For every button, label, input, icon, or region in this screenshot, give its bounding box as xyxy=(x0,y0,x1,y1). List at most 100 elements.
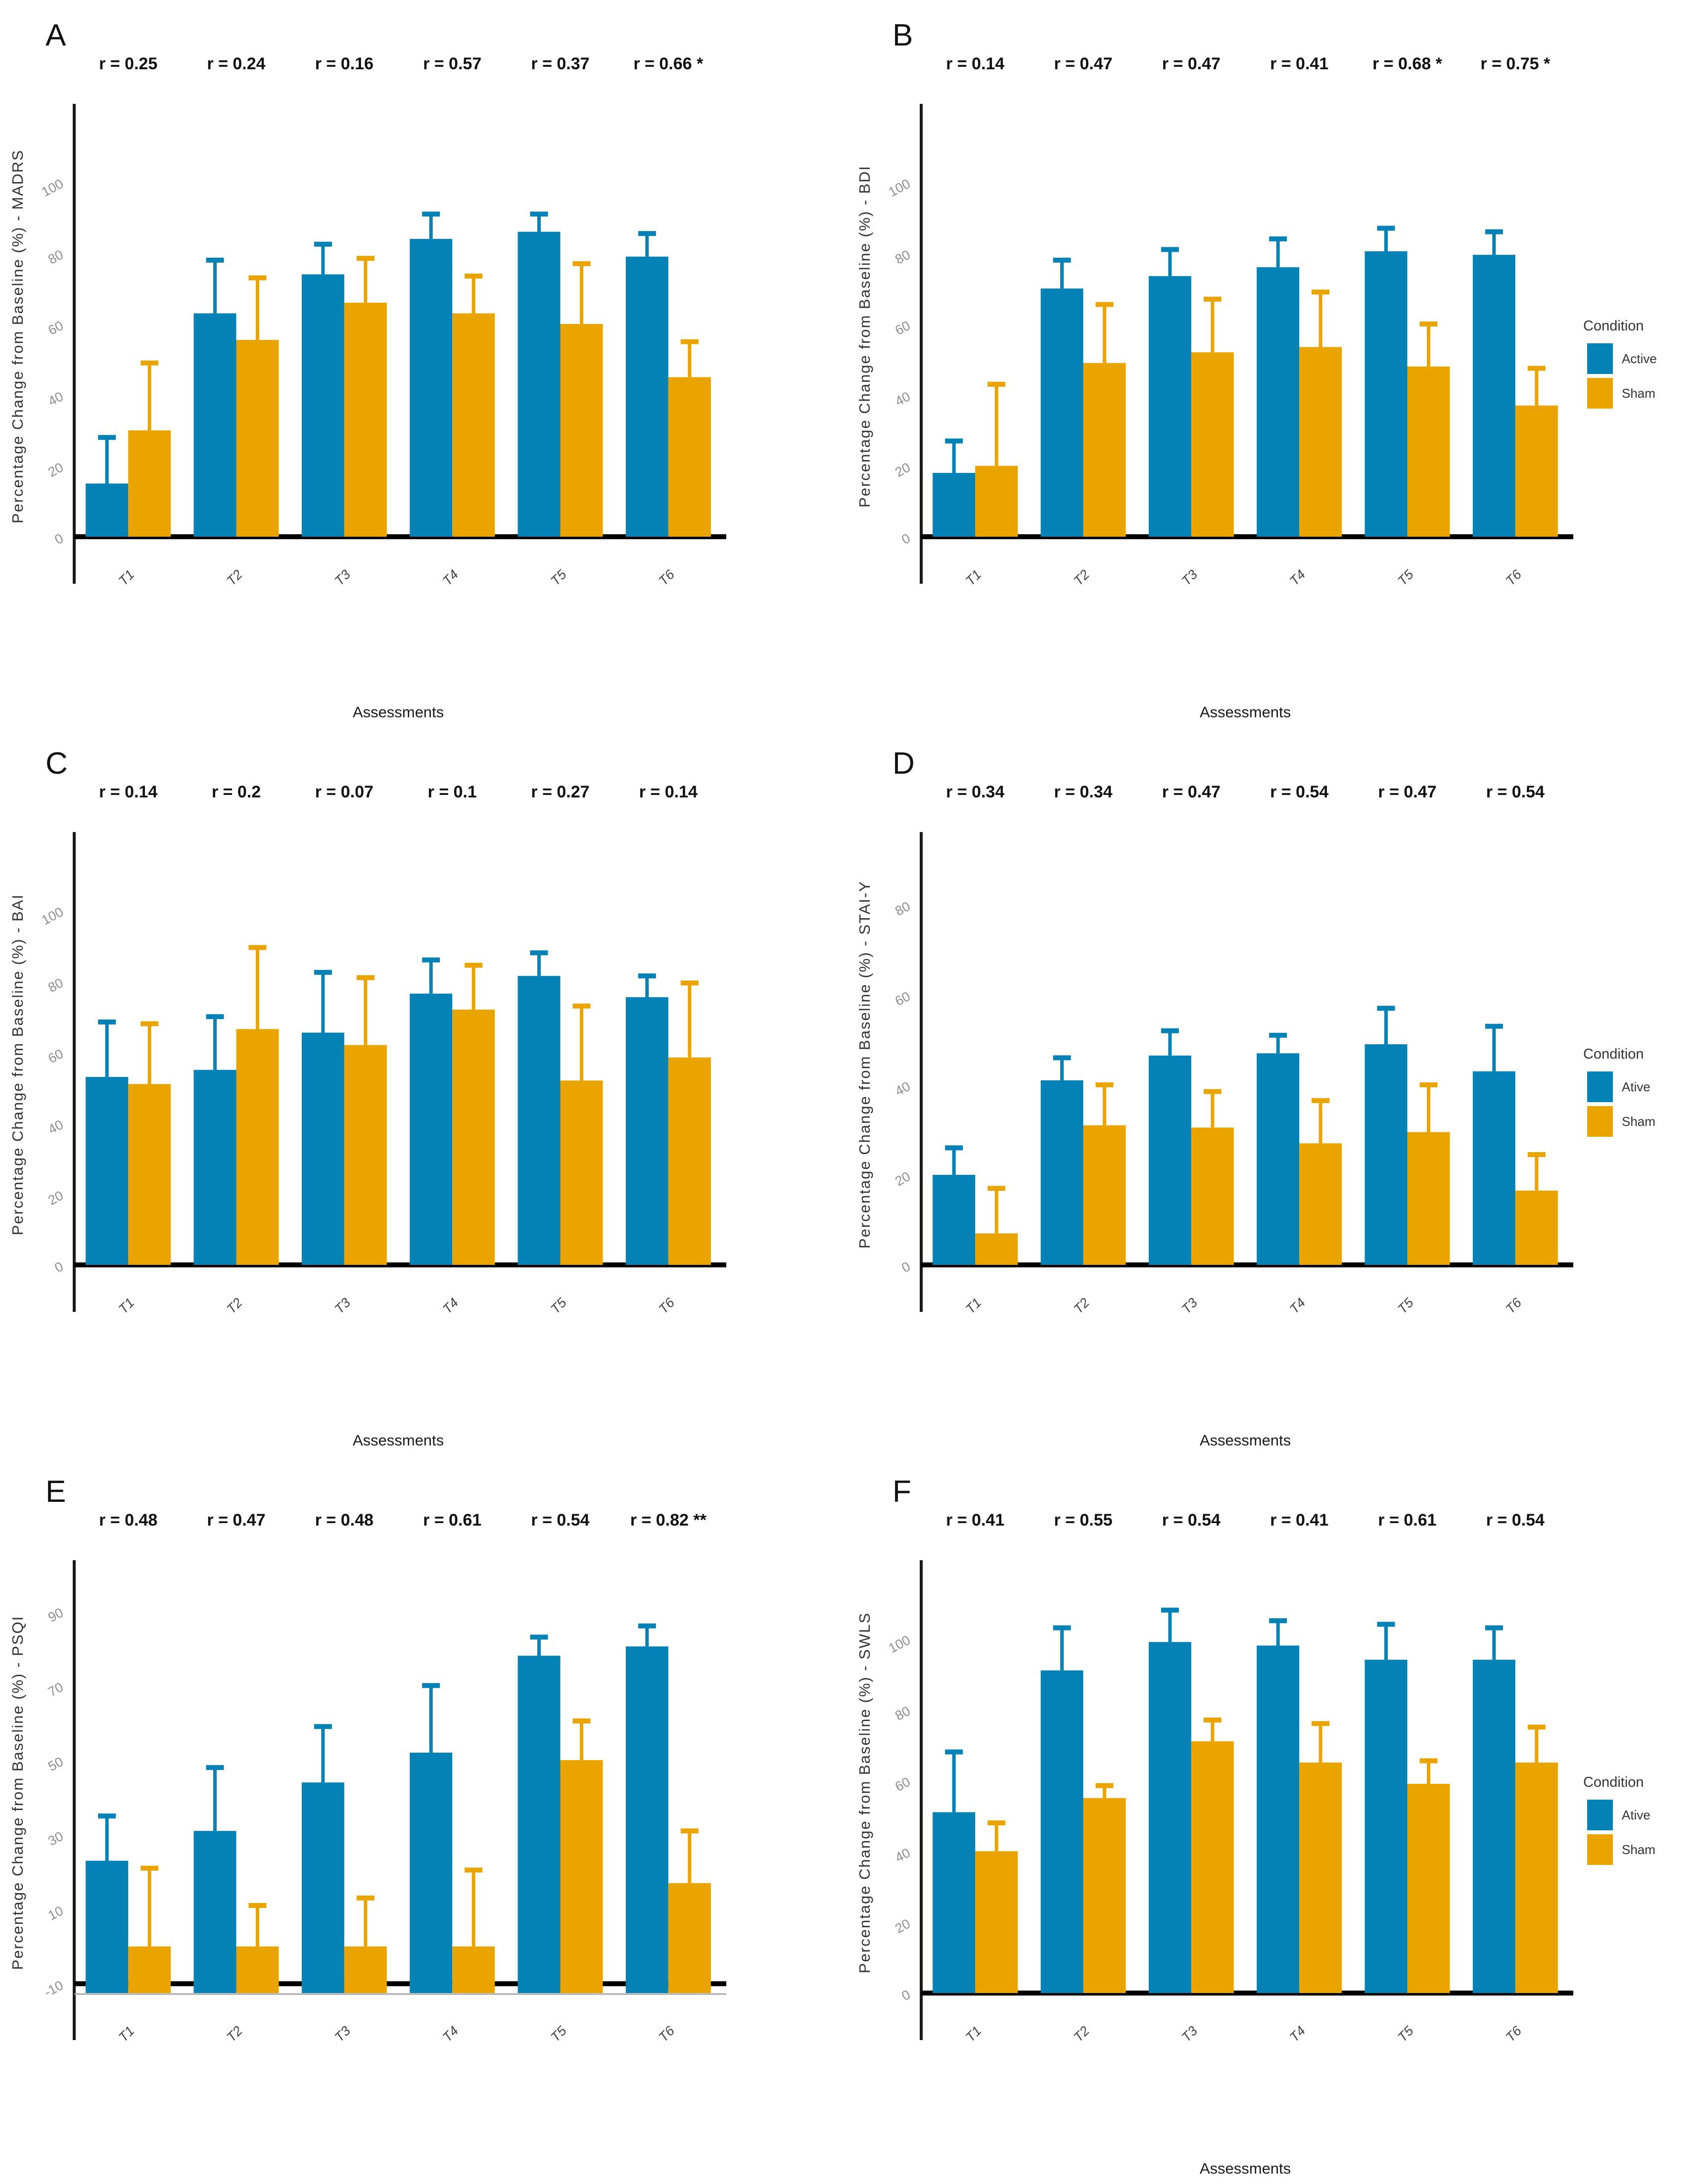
legend-swatch-active xyxy=(1587,343,1613,374)
r-value-t3: r = 0.07 xyxy=(315,783,374,801)
errorbar-cap-active-t4 xyxy=(422,211,440,217)
errorbar-cap-sham-t4 xyxy=(1312,1098,1330,1103)
legend-title: Condition xyxy=(1583,318,1644,334)
x-tick-t5: T5 xyxy=(1395,1295,1416,1316)
x-tick-t1: T1 xyxy=(963,2023,984,2045)
y-tick-20: 20 xyxy=(893,1916,913,1936)
errorbar-cap-sham-t4 xyxy=(465,274,483,279)
errorbar-cap-active-t5 xyxy=(530,950,548,956)
bar-sham-t4 xyxy=(452,1946,495,1993)
errorbar-cap-sham-t6 xyxy=(680,339,699,344)
x-tick-t3: T3 xyxy=(1179,1295,1200,1316)
errorbar-cap-active-t5 xyxy=(530,1634,548,1640)
bar-sham-t4 xyxy=(1299,347,1342,537)
errorbar-cap-sham-t2 xyxy=(248,275,267,280)
r-value-t5: r = 0.37 xyxy=(531,54,589,73)
panel-letter-d: D xyxy=(893,746,915,781)
bar-sham-t5 xyxy=(560,1080,603,1265)
y-tick-70: 70 xyxy=(46,1679,66,1700)
x-tick-t6: T6 xyxy=(1503,566,1525,588)
bar-sham-t3 xyxy=(344,1946,387,1993)
legend-label-sham: Sham xyxy=(1622,386,1655,401)
errorbar-cap-sham-t4 xyxy=(465,1867,483,1873)
r-value-t1: r = 0.48 xyxy=(99,1511,157,1530)
bar-sham-t2 xyxy=(236,340,279,537)
r-value-t4: r = 0.61 xyxy=(423,1511,481,1530)
bar-sham-t2 xyxy=(1083,1798,1126,1993)
y-tick-50: 50 xyxy=(46,1754,66,1774)
bar-active-t2 xyxy=(193,1069,236,1265)
x-axis-label: Assessments xyxy=(1200,703,1291,721)
errorbar-cap-sham-t5 xyxy=(572,1718,591,1723)
bar-active-t3 xyxy=(1148,276,1191,537)
bar-active-t1 xyxy=(86,483,129,537)
y-tick-20: 20 xyxy=(46,1188,66,1208)
legend-label-ative: Ative xyxy=(1622,1079,1650,1094)
errorbar-cap-ative-t3 xyxy=(1161,1607,1179,1613)
bar-sham-t5 xyxy=(1407,366,1450,537)
r-value-t1: r = 0.34 xyxy=(946,783,1004,801)
bar-active-t5 xyxy=(518,232,561,537)
bar-sham-t2 xyxy=(236,1029,279,1265)
bar-active-t1 xyxy=(933,472,976,537)
r-value-t5: r = 0.27 xyxy=(531,783,589,801)
bar-active-t6 xyxy=(625,997,668,1265)
bar-active-t4 xyxy=(1257,267,1300,537)
r-value-t6: r = 0.82 ** xyxy=(630,1511,707,1530)
y-axis-label: Percentage Change from Baseline (%) - PS… xyxy=(9,1616,26,1970)
y-tick-80: 80 xyxy=(893,899,913,919)
errorbar-cap-sham-t5 xyxy=(572,261,591,267)
r-value-t6: r = 0.75 * xyxy=(1480,54,1551,73)
r-value-t6: r = 0.66 * xyxy=(633,54,704,73)
bar-ative-t2 xyxy=(1040,1080,1083,1265)
bar-active-t5 xyxy=(518,976,561,1265)
chart-svg-e: r = 0.48 T1 r = 0.47 T2 r = 0.48 T3 r = 0.61 T4… xyxy=(9,1511,726,2045)
r-value-t6: r = 0.54 xyxy=(1486,1511,1545,1530)
bar-ative-t1 xyxy=(933,1812,976,1993)
errorbar-cap-active-t6 xyxy=(1485,229,1503,234)
panel-letter-a: A xyxy=(46,18,67,52)
y-tick-100: 100 xyxy=(886,176,913,200)
x-tick-t6: T6 xyxy=(656,2023,678,2045)
y-tick-60: 60 xyxy=(893,318,913,338)
errorbar-cap-sham-t6 xyxy=(680,1828,699,1834)
bar-sham-t2 xyxy=(1083,363,1126,537)
r-value-t5: r = 0.54 xyxy=(531,1511,589,1530)
y-tick-60: 60 xyxy=(893,989,913,1009)
errorbar-cap-sham-t1 xyxy=(988,1820,1006,1825)
bar-ative-t6 xyxy=(1472,1071,1515,1265)
errorbar-cap-active-t6 xyxy=(638,973,656,978)
errorbar-cap-sham-t1 xyxy=(141,1865,159,1871)
y-tick-100: 100 xyxy=(39,176,66,200)
bar-sham-t6 xyxy=(1515,405,1558,537)
bar-active-t4 xyxy=(410,993,453,1265)
y-tick-100: 100 xyxy=(39,904,66,928)
bar-sham-t6 xyxy=(668,377,711,537)
bar-sham-t6 xyxy=(668,1057,711,1265)
bar-active-t2 xyxy=(193,1831,236,1993)
y-axis-label: Percentage Change from Baseline (%) - BA… xyxy=(9,894,26,1235)
x-tick-t4: T4 xyxy=(1287,1295,1308,1316)
legend-swatch-ative xyxy=(1587,1800,1613,1830)
r-value-t4: r = 0.54 xyxy=(1270,783,1328,801)
errorbar-cap-sham-t3 xyxy=(1203,1089,1222,1094)
errorbar-cap-sham-t6 xyxy=(1527,1724,1546,1730)
y-tick-0: 0 xyxy=(899,1259,912,1276)
bar-active-t6 xyxy=(625,1646,668,1993)
panel-f: F r = 0.41 T1 r = 0.55 T2 r = 0.54 T3 r = 0.41… xyxy=(847,1456,1694,2184)
x-tick-t3: T3 xyxy=(332,1295,353,1316)
y-tick-80: 80 xyxy=(46,247,66,267)
x-tick-t5: T5 xyxy=(548,1295,569,1316)
bar-sham-t1 xyxy=(128,1946,171,1993)
x-tick-t6: T6 xyxy=(656,566,678,588)
y-tick-20: 20 xyxy=(893,460,913,480)
x-tick-t2: T2 xyxy=(1071,567,1092,588)
errorbar-cap-sham-t3 xyxy=(356,1895,375,1901)
panel-letter-e: E xyxy=(46,1475,67,1509)
x-tick-t2: T2 xyxy=(1071,2023,1092,2045)
errorbar-cap-ative-t1 xyxy=(945,1749,963,1755)
bar-ative-t4 xyxy=(1257,1053,1300,1265)
y-axis-label: Percentage Change from Baseline (%) - BD… xyxy=(856,165,873,508)
errorbar-cap-active-t4 xyxy=(422,957,440,963)
bar-active-t2 xyxy=(1040,288,1083,537)
